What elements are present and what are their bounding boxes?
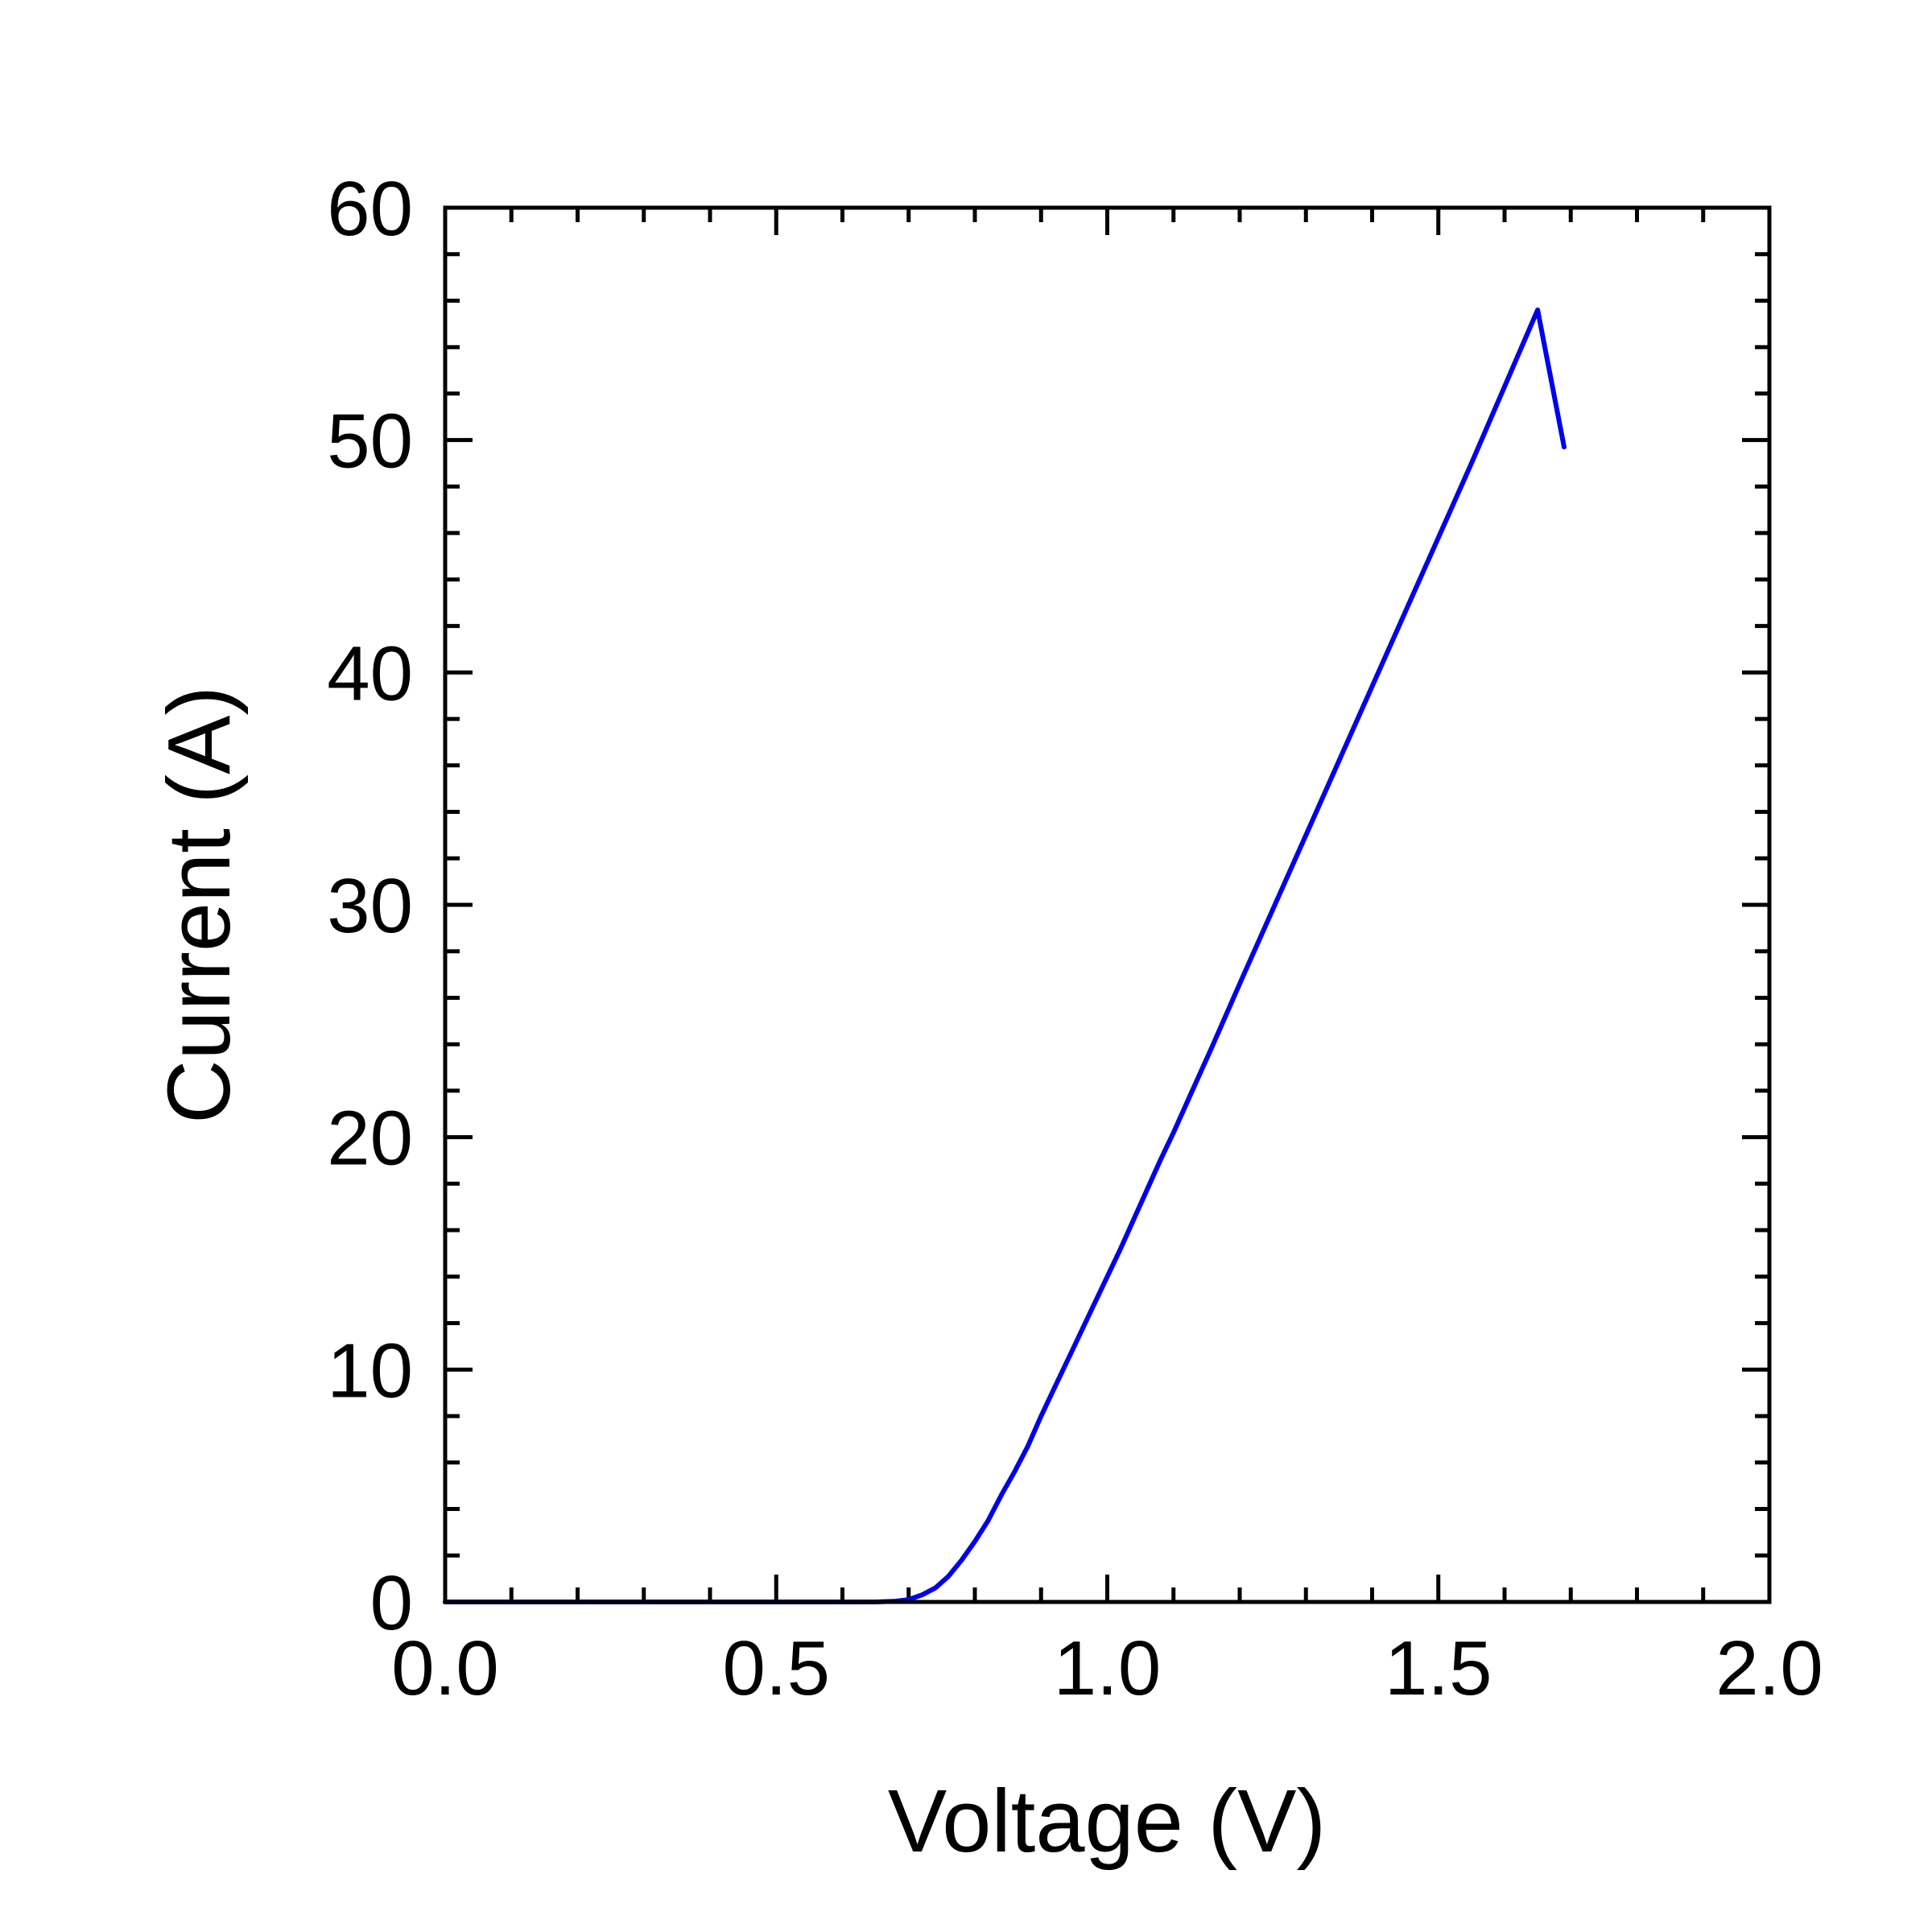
- plot-frame: [443, 205, 1772, 1604]
- series: [443, 308, 1567, 1604]
- y-tick-label: 60: [327, 166, 413, 252]
- y-tick-label: 30: [327, 863, 413, 949]
- y-tick-label: 0: [370, 1560, 413, 1646]
- y-tick-label: 40: [327, 630, 413, 716]
- y-tick-label: 50: [327, 398, 413, 485]
- y-tick-label: 10: [327, 1327, 413, 1414]
- x-axis-title: Voltage (V): [888, 1772, 1326, 1871]
- x-tick-label: 2.0: [1715, 1625, 1823, 1711]
- y-axis-title: Current (A): [150, 686, 249, 1124]
- x-tick-label: 0.0: [391, 1625, 498, 1711]
- y-tick-label: 20: [327, 1096, 413, 1182]
- tick-labels: 0.0 0.5 1.0 1.5 2.0 0 10 20 30 40 50 60: [327, 166, 1823, 1711]
- x-tick-label: 1.0: [1054, 1625, 1161, 1711]
- series-line: [443, 308, 1567, 1604]
- x-tick-label: 0.5: [723, 1625, 830, 1711]
- minor-ticks: [445, 208, 1769, 1602]
- major-ticks: [443, 205, 1772, 1604]
- x-tick-label: 1.5: [1385, 1625, 1492, 1711]
